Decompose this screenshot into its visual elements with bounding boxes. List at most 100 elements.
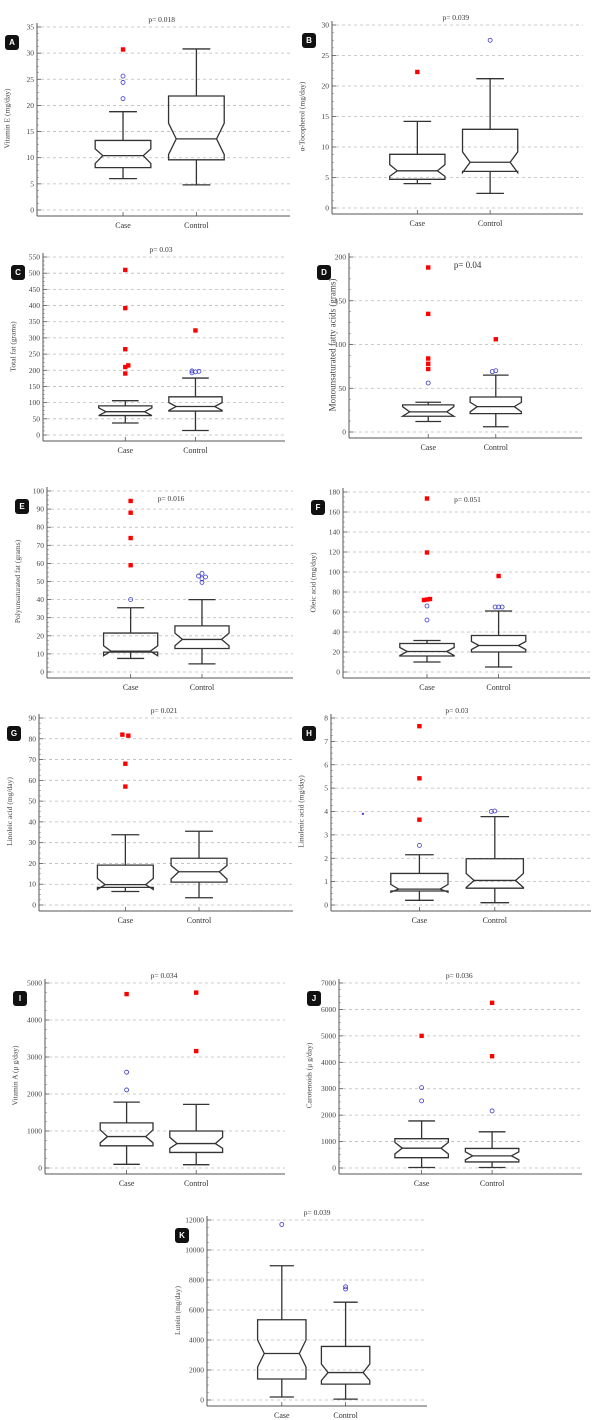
x-category-label-case: Case xyxy=(419,683,435,692)
notched-box xyxy=(461,128,519,175)
panel-label-badge: A xyxy=(5,35,19,50)
boxplot-case xyxy=(99,991,154,1165)
x-category-label-control: Control xyxy=(478,219,503,228)
notched-box xyxy=(389,153,446,180)
far-outlier-point xyxy=(193,328,198,333)
far-outlier-point xyxy=(126,733,131,738)
y-tick-label: 25 xyxy=(322,51,330,60)
y-tick-label: 40 xyxy=(333,628,341,637)
notched-box xyxy=(464,1147,520,1163)
far-outlier-point xyxy=(417,776,422,781)
y-tick-label: 6000 xyxy=(189,1306,204,1315)
boxplot-control xyxy=(461,37,519,195)
outlier-point xyxy=(487,37,493,43)
panel-label-badge: C xyxy=(11,265,25,280)
y-tick-label: 10000 xyxy=(185,1246,204,1255)
y-tick-label: 80 xyxy=(37,523,45,532)
y-tick-label: 120 xyxy=(329,548,341,557)
y-axis-title: Linoleic acid (mg/day) xyxy=(4,777,14,846)
far-outlier-point xyxy=(424,550,430,555)
x-category-label-case: Case xyxy=(123,683,139,692)
notched-box xyxy=(94,139,152,169)
y-tick-label: 0 xyxy=(332,1164,336,1173)
y-tick-label: 150 xyxy=(29,382,41,391)
y-tick-label: 200 xyxy=(335,253,347,262)
notched-box xyxy=(465,858,525,889)
y-tick-label: 5000 xyxy=(27,979,42,988)
far-outlier-point xyxy=(493,337,498,342)
notched-box xyxy=(399,642,455,657)
x-category-label-case: Case xyxy=(420,443,436,452)
x-category-label-control: Control xyxy=(190,683,215,692)
stray-marker xyxy=(361,812,364,815)
notched-box xyxy=(167,95,225,161)
y-tick-label: 0 xyxy=(200,1396,204,1405)
x-category-label-control: Control xyxy=(183,446,208,455)
far-outlier-point xyxy=(426,265,431,270)
y-tick-label: 7 xyxy=(324,737,328,746)
notched-box xyxy=(390,872,449,894)
y-tick-label: 6 xyxy=(324,760,328,769)
y-tick-label: 350 xyxy=(29,317,41,326)
outlier-point xyxy=(496,604,502,610)
p-value-annotation: p= 0.018 xyxy=(148,15,176,24)
y-tick-label: 70 xyxy=(29,755,37,764)
notched-box xyxy=(400,404,457,417)
y-tick-label: 20 xyxy=(37,631,45,640)
far-outlier-point xyxy=(415,69,420,75)
panel-label-badge: H xyxy=(302,726,316,741)
outlier-point xyxy=(425,380,431,386)
boxplot-control xyxy=(169,990,224,1166)
y-tick-label: 15 xyxy=(322,112,330,121)
panel-label-badge: B xyxy=(302,33,316,48)
y-tick-label: 450 xyxy=(29,285,41,294)
far-outlier-point xyxy=(128,510,133,515)
y-tick-label: 100 xyxy=(329,568,341,577)
x-category-label-case: Case xyxy=(119,1179,135,1188)
boxplot-case xyxy=(98,267,153,424)
y-tick-label: 5 xyxy=(324,784,328,793)
y-tick-label: 0 xyxy=(38,1164,42,1173)
chart-svg-E: 0 10 20 30 40 50 60 70 80 90 100 Case Control xyxy=(33,487,293,692)
far-outlier-point xyxy=(426,356,431,361)
chart-svg-B: 0 5 10 15 20 25 30 Case Control xyxy=(322,21,583,228)
y-tick-label: 60 xyxy=(37,559,45,568)
outlier-point xyxy=(492,808,498,814)
boxplot-case xyxy=(400,265,457,423)
y-tick-label: 1 xyxy=(324,877,328,886)
x-category-label-case: Case xyxy=(412,916,428,925)
boxplot-control xyxy=(320,1284,371,1400)
y-tick-label: 2 xyxy=(324,854,328,863)
y-tick-label: 180 xyxy=(329,488,341,497)
y-tick-label: 5 xyxy=(325,173,329,182)
y-tick-label: 7000 xyxy=(321,979,336,988)
outlier-point xyxy=(120,96,126,102)
boxplot-control xyxy=(174,570,230,665)
far-outlier-point xyxy=(194,1048,199,1054)
y-tick-label: 100 xyxy=(33,487,45,496)
panel-F: 0 20 40 60 80 100 120 140 160 180 Case Control F Olei… xyxy=(300,480,607,692)
far-outlier-point xyxy=(123,761,128,766)
panel-I: 0 1000 2000 3000 4000 5000 Case Control I Vitamin… xyxy=(0,965,300,1188)
y-tick-label: 20 xyxy=(322,82,330,91)
y-tick-label: 4000 xyxy=(27,1016,42,1025)
x-category-label-control: Control xyxy=(483,916,508,925)
far-outlier-point xyxy=(426,361,431,366)
y-tick-label: 60 xyxy=(333,608,341,617)
y-tick-label: 10 xyxy=(37,649,45,658)
y-tick-label: 70 xyxy=(37,541,45,550)
p-value-annotation: p= 0.03 xyxy=(445,706,469,715)
y-tick-label: 12000 xyxy=(185,1216,204,1225)
y-tick-label: 0 xyxy=(325,204,329,213)
y-tick-label: 4000 xyxy=(321,1058,336,1067)
far-outlier-point xyxy=(424,597,430,602)
y-tick-label: 10 xyxy=(29,880,37,889)
p-value-annotation: p= 0.03 xyxy=(149,245,173,254)
panel-E: 0 10 20 30 40 50 60 70 80 90 100 Case Control E Polyun… xyxy=(0,480,300,692)
panel-label-badge: K xyxy=(175,1228,189,1243)
panel-G: 0 10 20 30 40 50 60 70 80 90 Case Control G Linoleic … xyxy=(0,700,300,925)
boxplot-control xyxy=(469,337,523,428)
far-outlier-point xyxy=(123,347,128,352)
y-axis-title: Carotenoids (μ g/day) xyxy=(304,1042,314,1109)
notched-box xyxy=(470,634,527,653)
